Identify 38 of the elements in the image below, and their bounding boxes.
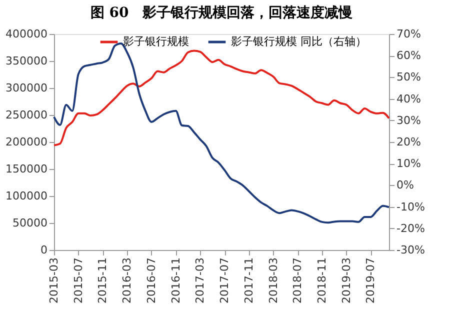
- y-tick-label: 300000: [6, 82, 48, 94]
- y-tick-label: 0: [40, 244, 48, 256]
- y2-tick-label: 0%: [396, 178, 414, 192]
- line-series: [53, 50, 390, 146]
- chart-title: 图 60 影子银行规模回落，回落速度减慢: [90, 4, 353, 21]
- x-tick-label: 2019-07: [364, 258, 378, 304]
- y2-tick-label: 50%: [396, 70, 421, 84]
- y2-tick-label: -20%: [396, 222, 425, 235]
- y2-tick-label: -30%: [396, 244, 425, 256]
- legend-label: 影子银行规模: [123, 35, 189, 48]
- y-tick-label: 200000: [6, 136, 48, 148]
- x-tick-label: 2018-03: [266, 258, 280, 304]
- x-tick-label: 2019-03: [340, 258, 353, 304]
- y-tick-label: 150000: [6, 162, 48, 176]
- x-tick-label: 2015-03: [48, 258, 60, 304]
- y2-tick-label: 40%: [396, 92, 421, 106]
- x-tick-label: 2018-11: [316, 258, 328, 304]
- x-tick-label: 2017-11: [242, 258, 256, 304]
- y2-tick-label: 20%: [396, 136, 421, 148]
- y2-tick-label: 60%: [396, 49, 421, 62]
- y-tick-label: 50000: [12, 216, 48, 230]
- x-tick-label: 2017-07: [218, 258, 232, 304]
- y2-tick-label: -10%: [396, 200, 425, 214]
- y-tick-label: 250000: [6, 108, 48, 122]
- y-tick-label: 100000: [6, 190, 48, 202]
- x-tick-label: 2016-11: [169, 258, 182, 304]
- y2-tick-label: 30%: [396, 114, 421, 127]
- x-tick-label: 2015-07: [72, 258, 85, 304]
- y2-tick-label: 10%: [396, 157, 421, 170]
- x-tick-label: 2018-07: [291, 258, 304, 304]
- legend-label: 影子银行规模 同比（右轴）: [231, 35, 366, 48]
- y-tick-label: 400000: [6, 28, 48, 40]
- x-tick-label: 2016-07: [144, 258, 158, 304]
- x-tick-label: 2015-11: [96, 258, 110, 304]
- x-tick-label: 2016-03: [120, 258, 134, 304]
- x-tick-label: 2017-03: [194, 258, 207, 304]
- y2-tick-label: 70%: [396, 28, 421, 40]
- y-tick-label: 350000: [6, 54, 48, 68]
